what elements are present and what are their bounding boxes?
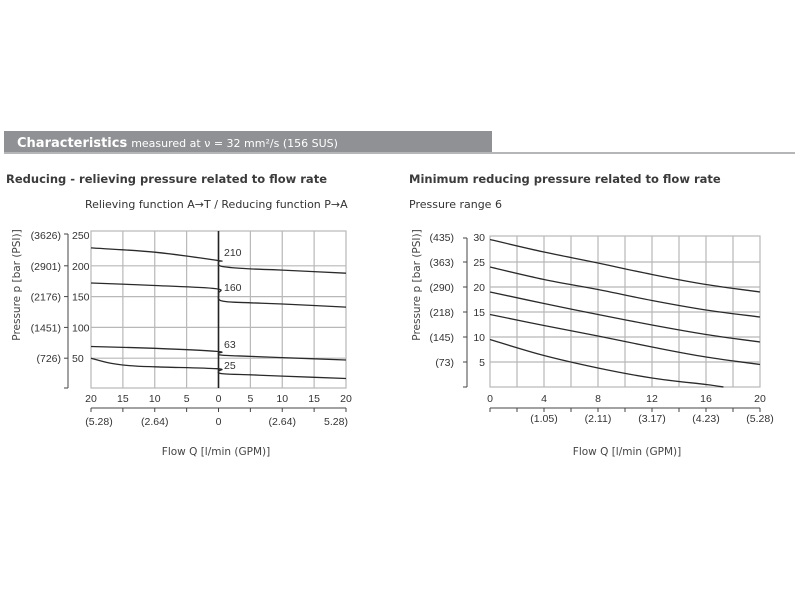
x-tick-label: 0	[487, 393, 493, 405]
x-tick-label: 10	[276, 393, 288, 405]
y-tick-label: 15	[473, 307, 485, 319]
curve-25	[90, 357, 347, 380]
y-tick-label-psi: (2901)	[31, 261, 61, 273]
curve-label-25: 25	[224, 360, 236, 372]
header-bar	[4, 131, 492, 153]
x-tick-label-gpm: (2.11)	[585, 413, 612, 425]
x-tick-label: 20	[340, 393, 352, 405]
x-tick-label-gpm: (1.05)	[530, 413, 557, 425]
y-tick-label: 250	[72, 230, 90, 242]
x-tick-label: 20	[85, 393, 97, 405]
x-axis-title: Flow Q [l/min (GPM)]	[162, 446, 270, 458]
y-tick-label-psi: (73)	[435, 357, 454, 369]
curve-4	[489, 313, 761, 366]
y-tick-label: 200	[72, 261, 90, 273]
y-tick-label: 5	[479, 357, 485, 369]
header-title-sub: measured at ν = 32 mm²/s (156 SUS)	[131, 137, 338, 150]
header-title: Characteristics measured at ν = 32 mm²/s…	[17, 135, 338, 151]
x-tick-label-gpm: 5.28)	[324, 416, 348, 428]
x-tick-label-gpm: (5.28)	[746, 413, 773, 425]
y-tick-label: 50	[72, 353, 84, 365]
x-tick-label: 15	[117, 393, 129, 405]
x-tick-label: 20	[754, 393, 766, 405]
y-tick-label-psi: (435)	[429, 232, 454, 244]
x-tick-label-gpm: (3.17)	[638, 413, 665, 425]
curve-label-210: 210	[224, 247, 242, 259]
curve-label-63: 63	[224, 339, 236, 351]
curve-1	[489, 238, 761, 293]
header-title-main: Characteristics	[17, 136, 128, 151]
curve-160	[90, 282, 347, 308]
y-axis-title: Pressure p [bar (PSI)]	[411, 229, 423, 340]
x-axis-title: Flow Q [l/min (GPM)]	[573, 446, 681, 458]
left-chart-subtitle: Relieving function A→T / Reducing functi…	[85, 198, 348, 211]
y-tick-label-psi: (2176)	[31, 292, 61, 304]
x-tick-label: 15	[308, 393, 320, 405]
x-tick-label-gpm: (4.23)	[692, 413, 719, 425]
y-tick-label-psi: (3626)	[31, 230, 61, 242]
x-tick-label-gpm: (2.64)	[141, 416, 168, 428]
right-chart-title: Minimum reducing pressure related to flo…	[409, 172, 721, 186]
curve-3	[489, 291, 761, 343]
y-tick-label-psi: (145)	[429, 332, 454, 344]
curve-label-160: 160	[224, 282, 242, 294]
curve-5	[489, 338, 724, 388]
y-tick-label-psi: (363)	[429, 257, 454, 269]
curve-210	[90, 247, 347, 274]
y-tick-label: 10	[473, 332, 485, 344]
x-tick-label-gpm: 0	[216, 416, 222, 428]
x-tick-label: 5	[247, 393, 253, 405]
y-axis-title: Pressure p [bar (PSI)]	[11, 229, 23, 340]
x-tick-label: 4	[541, 393, 547, 405]
x-tick-label: 12	[646, 393, 658, 405]
y-tick-label: 30	[473, 232, 485, 244]
curve-63	[90, 345, 347, 361]
y-tick-label: 20	[473, 282, 485, 294]
y-tick-label-psi: (1451)	[31, 322, 61, 334]
x-tick-label: 8	[595, 393, 601, 405]
y-tick-label-psi: (726)	[36, 353, 61, 365]
x-tick-label-gpm: (2.64)	[269, 416, 296, 428]
y-tick-label-psi: (218)	[429, 307, 454, 319]
left-chart: 250(3626)200(2901)150(2176)100(1451)50(7…	[11, 229, 352, 458]
right-chart-subtitle: Pressure range 6	[409, 198, 502, 211]
y-tick-label: 150	[72, 292, 90, 304]
y-tick-label-psi: (290)	[429, 282, 454, 294]
left-chart-title: Reducing - relieving pressure related to…	[6, 172, 327, 186]
x-tick-label: 16	[700, 393, 712, 405]
header-divider	[4, 152, 795, 154]
x-tick-label-gpm: (5.28)	[85, 416, 112, 428]
y-tick-label: 100	[72, 322, 90, 334]
y-tick-label: 25	[473, 257, 485, 269]
x-tick-label: 10	[149, 393, 161, 405]
x-tick-label: 0	[216, 393, 222, 405]
curve-2	[489, 266, 761, 318]
x-tick-label: 5	[184, 393, 190, 405]
